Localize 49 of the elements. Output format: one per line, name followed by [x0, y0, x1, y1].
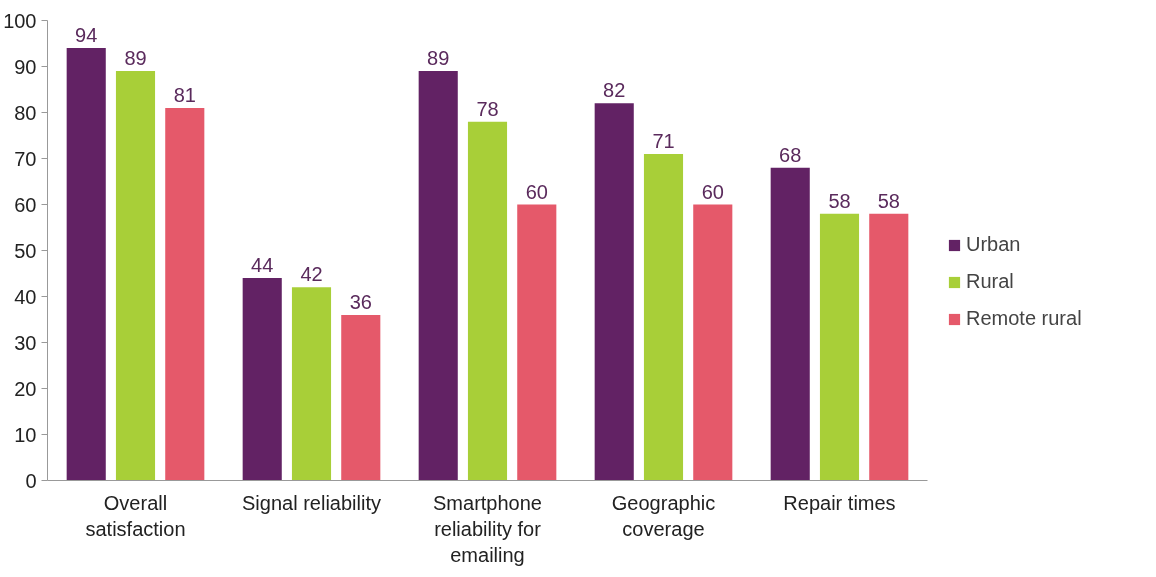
x-tick-label: Geographic coverage [611, 491, 716, 540]
bar [770, 167, 810, 481]
y-tick-label: 50 [14, 239, 37, 262]
x-tick-label: Smartphone reliability for emailing [433, 491, 542, 567]
bar [115, 71, 156, 481]
bar [869, 213, 909, 481]
data-label: 42 [300, 263, 323, 286]
bar [66, 48, 106, 481]
y-tick-label: 10 [14, 423, 37, 446]
data-label: 81 [173, 83, 196, 106]
bar [418, 71, 458, 481]
data-label: 78 [476, 97, 499, 120]
bar [341, 314, 381, 481]
data-label: 58 [828, 189, 851, 212]
y-tick-label: 30 [14, 331, 37, 354]
bar [242, 278, 282, 481]
y-tick-label: 90 [14, 55, 37, 78]
y-tick-label: 80 [14, 101, 37, 124]
x-tick-label: Repair times [783, 491, 896, 514]
data-label: 89 [427, 47, 450, 70]
x-tick-label: Overall satisfaction [85, 491, 186, 540]
y-tick-label: 20 [14, 377, 37, 400]
bar [693, 204, 733, 481]
data-label: 60 [525, 180, 548, 203]
bar [643, 153, 684, 481]
legend-label: Urban [966, 233, 1021, 256]
y-tick-label: 40 [14, 285, 37, 308]
data-label: 94 [75, 24, 98, 47]
data-label: 36 [349, 290, 372, 313]
legend-label: Rural [966, 270, 1014, 293]
data-label: 71 [652, 129, 675, 152]
bar [594, 103, 634, 481]
bar [467, 121, 508, 481]
y-tick-label: 0 [25, 469, 37, 492]
data-label: 60 [701, 180, 724, 203]
data-label: 82 [603, 79, 626, 102]
data-label: 89 [124, 47, 147, 70]
y-tick-label: 100 [3, 9, 37, 32]
y-tick-label: 70 [14, 147, 37, 170]
bar [517, 204, 557, 481]
data-label: 58 [877, 189, 900, 212]
legend-label: Remote rural [966, 307, 1082, 330]
data-label: 44 [251, 254, 274, 277]
bar [165, 107, 205, 481]
y-tick-label: 60 [14, 193, 37, 216]
bar [291, 287, 332, 481]
x-tick-label: Signal reliability [242, 491, 381, 514]
bar [819, 213, 860, 481]
data-label: 68 [779, 143, 802, 166]
